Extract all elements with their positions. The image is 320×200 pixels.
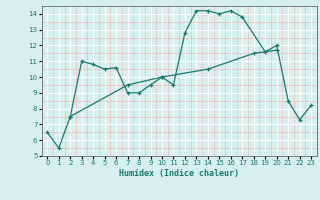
X-axis label: Humidex (Indice chaleur): Humidex (Indice chaleur) — [119, 169, 239, 178]
